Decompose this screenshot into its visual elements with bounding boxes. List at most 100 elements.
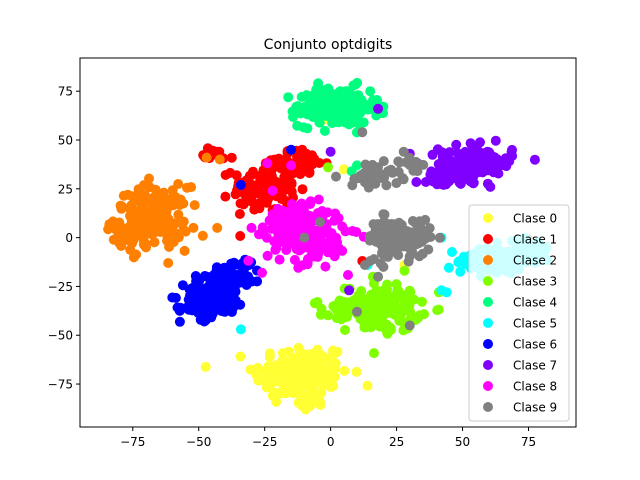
data-point xyxy=(315,217,326,227)
data-point xyxy=(322,102,332,112)
data-point xyxy=(365,313,376,323)
legend-marker xyxy=(483,297,493,307)
y-tick-label: 25 xyxy=(58,182,73,196)
data-point xyxy=(225,167,236,178)
data-point xyxy=(371,236,382,247)
data-point xyxy=(349,174,360,184)
data-point xyxy=(385,322,396,333)
data-point xyxy=(391,303,402,314)
data-point xyxy=(296,91,307,102)
data-point xyxy=(529,154,540,165)
data-point xyxy=(259,176,270,186)
data-point xyxy=(404,285,415,296)
data-point xyxy=(234,209,245,219)
data-point xyxy=(223,272,234,282)
data-point xyxy=(189,200,200,211)
data-point xyxy=(201,152,212,163)
series-clase-2 xyxy=(103,152,225,268)
data-point xyxy=(297,184,308,195)
data-point xyxy=(393,238,404,248)
legend-label: Clase 7 xyxy=(513,359,557,373)
legend-label: Clase 6 xyxy=(513,338,557,352)
data-point xyxy=(212,222,223,233)
data-point xyxy=(455,266,466,277)
data-point xyxy=(244,170,255,181)
data-point xyxy=(504,156,515,167)
data-point xyxy=(287,386,297,397)
series-clase-7 xyxy=(325,103,540,296)
data-point xyxy=(311,358,321,369)
data-point xyxy=(149,237,160,248)
data-point xyxy=(199,316,210,327)
data-point xyxy=(277,355,287,366)
data-point xyxy=(283,92,294,103)
data-point xyxy=(447,247,457,257)
data-point xyxy=(365,167,376,178)
data-point xyxy=(235,324,246,335)
data-point xyxy=(404,243,415,254)
data-point xyxy=(373,271,384,282)
data-point xyxy=(270,244,281,255)
data-point xyxy=(167,292,178,303)
data-point xyxy=(490,135,501,146)
data-point xyxy=(329,371,340,382)
data-point xyxy=(311,84,322,95)
data-point xyxy=(330,348,341,358)
data-point xyxy=(404,251,415,262)
data-point xyxy=(282,377,293,388)
data-point xyxy=(305,401,315,412)
data-point xyxy=(161,211,172,222)
data-point xyxy=(384,229,395,240)
data-point xyxy=(178,216,189,227)
data-point xyxy=(275,365,286,376)
data-point xyxy=(267,185,278,196)
data-point xyxy=(423,244,434,255)
data-point xyxy=(276,236,287,247)
data-point xyxy=(374,319,385,330)
x-tick-label: 50 xyxy=(455,435,470,449)
data-point xyxy=(289,254,300,265)
data-point xyxy=(312,367,323,378)
data-point xyxy=(170,228,181,239)
data-point xyxy=(420,233,431,244)
data-point xyxy=(369,348,379,359)
data-point xyxy=(126,237,137,248)
data-point xyxy=(299,232,310,243)
data-point xyxy=(339,365,350,376)
data-point xyxy=(331,246,342,257)
data-point xyxy=(325,146,336,157)
data-point xyxy=(323,226,334,237)
data-point xyxy=(240,190,251,201)
data-point xyxy=(312,251,323,262)
data-point xyxy=(386,292,397,303)
data-point xyxy=(208,270,219,280)
data-point xyxy=(369,177,380,188)
data-point xyxy=(312,297,323,307)
data-point xyxy=(140,227,151,238)
legend-label: Clase 0 xyxy=(513,212,557,226)
data-point xyxy=(200,303,211,314)
data-point xyxy=(127,191,138,202)
x-tick-label: −25 xyxy=(252,435,277,449)
data-point xyxy=(214,154,225,165)
data-point xyxy=(315,400,326,410)
data-point xyxy=(373,103,384,114)
data-point xyxy=(203,288,214,299)
data-point xyxy=(417,296,427,307)
data-point xyxy=(330,363,341,374)
x-tick-label: 75 xyxy=(521,435,536,449)
plot-frame xyxy=(79,57,577,428)
data-point xyxy=(368,219,379,230)
data-point xyxy=(151,197,161,208)
data-point xyxy=(209,278,220,289)
data-point xyxy=(295,381,306,392)
data-point xyxy=(506,146,517,157)
legend-label: Clase 9 xyxy=(513,401,557,415)
data-point xyxy=(323,162,333,173)
data-point xyxy=(294,156,305,167)
data-point xyxy=(148,227,159,238)
data-point xyxy=(252,276,263,287)
data-point xyxy=(263,193,274,204)
data-point xyxy=(302,123,313,134)
data-point xyxy=(405,307,416,318)
